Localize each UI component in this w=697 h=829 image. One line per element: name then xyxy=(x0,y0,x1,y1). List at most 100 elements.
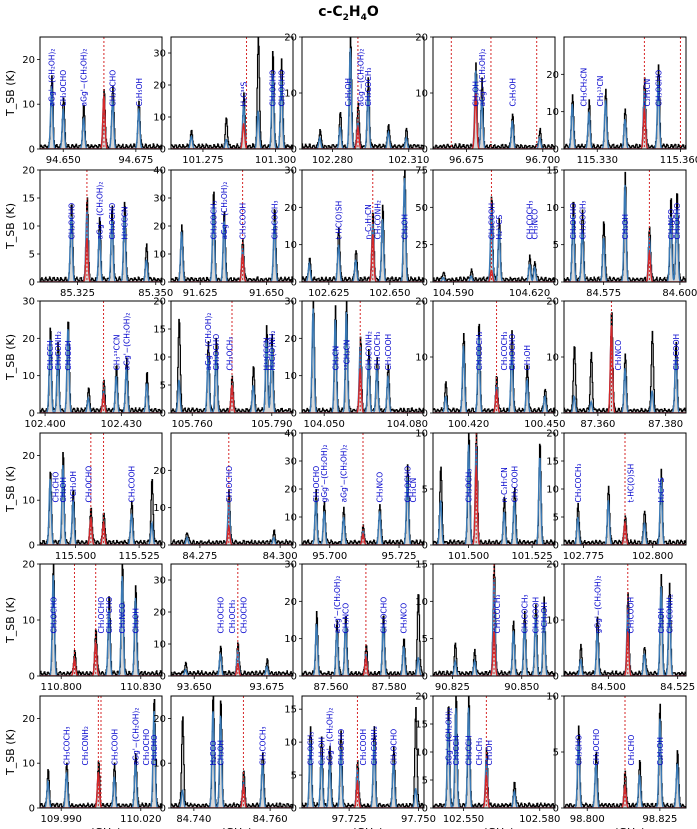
species-label: gGg'−(CH₂OH)₂ xyxy=(593,575,602,633)
y-tick-label: 10 xyxy=(22,222,35,233)
y-tick-label: 5 xyxy=(422,776,428,787)
species-label: aGg'−(CH₂OH)₂ xyxy=(340,445,349,503)
y-tick-label: 20 xyxy=(153,222,166,233)
y-tick-label: 30 xyxy=(284,297,297,308)
species-label: aGg'−(CH₂OH)₂ xyxy=(333,576,342,634)
chart-panel-4: CH₃CH₂CN CH₃¹³CN C₂H₅CN CH₃OCHO 0 10 20 115.330… xyxy=(546,36,697,166)
y-tick-label: 20 xyxy=(415,692,428,703)
observed-fill xyxy=(433,433,555,545)
y-tick-label: 10 xyxy=(415,429,428,440)
observed-spectrum xyxy=(40,564,162,676)
model-target-species xyxy=(433,466,555,545)
species-label: ¹³CH₃CN xyxy=(342,340,351,371)
y-tick-label: 15 xyxy=(22,194,35,205)
species-label: aGg'−(CH₂OH)₂ xyxy=(131,708,140,766)
model-target-species xyxy=(40,515,162,545)
y-tick-label: 0 xyxy=(422,278,428,289)
species-label: CH₃COCH₃ xyxy=(526,201,535,240)
species-label: CH₃CH₃ xyxy=(475,738,484,766)
model-all-species xyxy=(171,711,293,808)
y-tick-label: 0 xyxy=(291,278,297,289)
observed-spectrum xyxy=(171,642,293,676)
x-axis-label: ν (GHz) xyxy=(605,826,646,829)
y-tick-label: 10 xyxy=(546,203,559,214)
species-label: C₂H₅OH xyxy=(135,78,144,106)
x-tick-label: 90.825 xyxy=(435,682,470,693)
species-label: C₂H₅OH xyxy=(317,737,326,765)
y-axis-label: T_SB (K) xyxy=(4,466,17,513)
y-tick-label: 40 xyxy=(153,166,166,177)
model-target-species xyxy=(302,368,424,413)
species-label: C₂H₅OH xyxy=(508,78,517,106)
y-tick-label: 10 xyxy=(546,692,559,703)
x-tick-label: 84.600 xyxy=(662,288,697,299)
x-tick-label: 104.080 xyxy=(387,419,428,430)
y-tick-label: 20 xyxy=(22,451,35,462)
observed-fill xyxy=(40,452,162,545)
chart-panel-14: CH₃NCO CH₃COOH 0 10 20 87.360 87.380 xyxy=(546,297,687,430)
chart-panel-24: gGg'−(CH₂OH)₂ CH₃COOH CH₃OH CH₃CONH₂ 0 10 20 84… xyxy=(546,560,695,694)
species-label: CH₃COOH xyxy=(110,729,119,766)
species-label: CH₃COOH xyxy=(510,466,519,503)
model-all-species xyxy=(302,308,424,413)
y-tick-label: 0 xyxy=(29,541,35,552)
species-label: CH₃OCHO xyxy=(654,70,663,107)
species-label: aGg'−(CH₂OH)₂ xyxy=(95,182,104,240)
species-label: CH₃COCH₃ xyxy=(209,201,218,240)
species-label: CH₃OH xyxy=(59,477,68,502)
plot-frame xyxy=(432,169,556,283)
species-label: CH₃CHO xyxy=(575,735,584,766)
chart-panel-17: CH₃OCHO gGg'−(CH₂OH)₂ aGg'−(CH₂OH)₂ CH₃NCO C… xyxy=(284,429,425,562)
species-label: CH₃NCO xyxy=(376,472,385,503)
y-tick-label: 20 xyxy=(415,33,428,44)
plot-frame xyxy=(432,432,556,546)
y-tick-label: 10 xyxy=(284,738,297,749)
x-tick-label: 100.420 xyxy=(448,419,489,430)
model-target-species xyxy=(564,631,686,676)
y-tick-label: 20 xyxy=(284,334,297,345)
chart-panel-29: CH₃CHO CH₃OCHO CH₃CHO C₂H₅OH 0 5 10 98.800 98.82… xyxy=(546,692,687,829)
x-tick-label: 91.650 xyxy=(249,288,284,299)
species-label: CH₃OCH₃ xyxy=(306,732,315,766)
plot-frame xyxy=(301,695,425,809)
x-tick-label: 104.590 xyxy=(433,288,474,299)
figure-title: c-C2H4O xyxy=(318,4,379,23)
y-axis-label: T_SB (K) xyxy=(4,597,17,644)
species-label: CH₃OH xyxy=(217,740,226,765)
species-label: CH₃COCH₃ xyxy=(364,68,373,107)
species-label: CH₃CH₂CN xyxy=(579,68,588,107)
species-label: CH₃OCHO xyxy=(225,466,234,503)
y-tick-label: 10 xyxy=(284,634,297,645)
y-tick-label: 30 xyxy=(284,166,297,177)
species-label: CH₃OCHO xyxy=(337,729,346,766)
observed-fill xyxy=(564,172,686,282)
x-tick-label: 110.800 xyxy=(41,682,82,693)
species-label: CH₃OH xyxy=(485,740,494,765)
species-label: t-HC(O)SH xyxy=(335,201,344,240)
y-axis-label: T_SB (K) xyxy=(4,729,17,776)
species-label: aGg'−(CH₂OH)₂ xyxy=(478,49,487,107)
y-tick-label: 20 xyxy=(153,297,166,308)
species-label: CH₃CN xyxy=(409,478,418,503)
y-tick-label: 10 xyxy=(546,353,559,364)
y-tick-label: 10 xyxy=(22,371,35,382)
chart-panel-12: CH₃CN ¹³CH₃CN CH₃CONH₂ CH₃COCH₃ CH₃COOH 0 10 20… xyxy=(284,297,428,431)
species-label: t-HC(O)SH xyxy=(627,464,636,503)
x-tick-label: 91.625 xyxy=(183,288,218,299)
plot-frame xyxy=(301,169,425,283)
species-label: CH₃CCH xyxy=(465,735,474,765)
y-tick-label: 20 xyxy=(284,203,297,214)
x-tick-label: 102.775 xyxy=(563,551,604,562)
species-label: CH₃COCH₃ xyxy=(373,332,382,371)
observed-spectrum xyxy=(171,696,293,808)
species-label: aGg'−(CH₂OH)₂ xyxy=(356,49,365,107)
x-axis-label: ν (GHz) xyxy=(81,826,122,829)
plot-frame xyxy=(301,300,425,414)
species-label: CH₃COOH xyxy=(672,334,681,371)
chart-panel-0: aGg'−(CH₂OH)₂ CH₃OCHO aGg'−(CH₂OH)₂ CH₃OCHO… xyxy=(4,36,163,166)
